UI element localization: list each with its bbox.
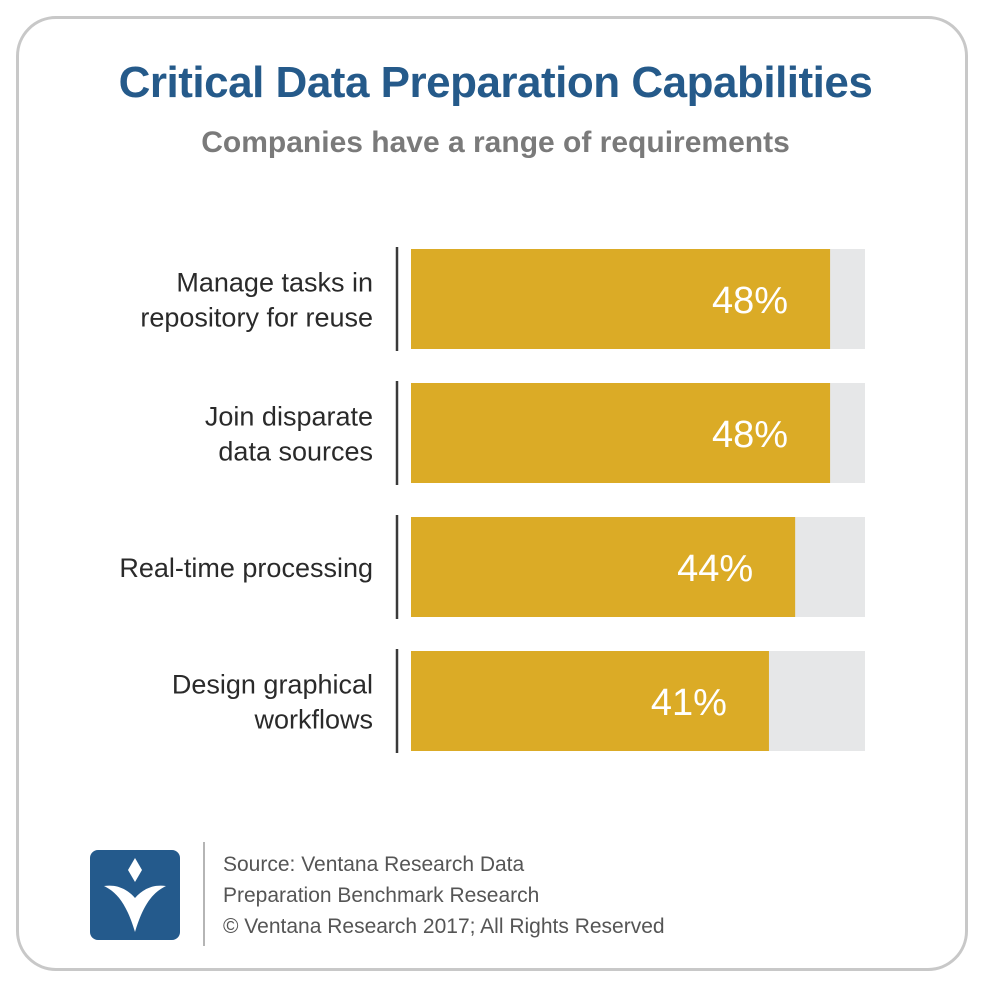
bar bbox=[411, 517, 796, 617]
category-label: Design graphical bbox=[172, 670, 373, 700]
bar bbox=[411, 249, 831, 349]
chart-subtitle: Companies have a range of requirements bbox=[201, 126, 790, 159]
value-label: 48% bbox=[712, 280, 788, 322]
category-label: Manage tasks in bbox=[176, 268, 373, 298]
bar bbox=[411, 651, 769, 751]
category-label: repository for reuse bbox=[140, 303, 373, 333]
ventana-logo-icon bbox=[90, 850, 180, 940]
value-label: 44% bbox=[677, 548, 753, 590]
category-label: data sources bbox=[218, 437, 373, 467]
source-line-1: Source: Ventana Research Data bbox=[223, 853, 525, 876]
value-label: 48% bbox=[712, 414, 788, 456]
footer-divider bbox=[203, 842, 205, 946]
chart-card bbox=[16, 16, 968, 971]
chart-title: Critical Data Preparation Capabilities bbox=[118, 58, 873, 107]
source-line-2: Preparation Benchmark Research bbox=[223, 884, 540, 907]
category-label: workflows bbox=[253, 705, 373, 735]
value-label: 41% bbox=[651, 682, 727, 724]
bar bbox=[411, 383, 831, 483]
category-label: Join disparate bbox=[205, 402, 373, 432]
source-note: Source: Ventana Research Data Preparatio… bbox=[223, 849, 665, 942]
copyright-line: © Ventana Research 2017; All Rights Rese… bbox=[223, 915, 665, 938]
v-mark-icon bbox=[104, 858, 166, 932]
category-label: Real-time processing bbox=[119, 553, 373, 583]
